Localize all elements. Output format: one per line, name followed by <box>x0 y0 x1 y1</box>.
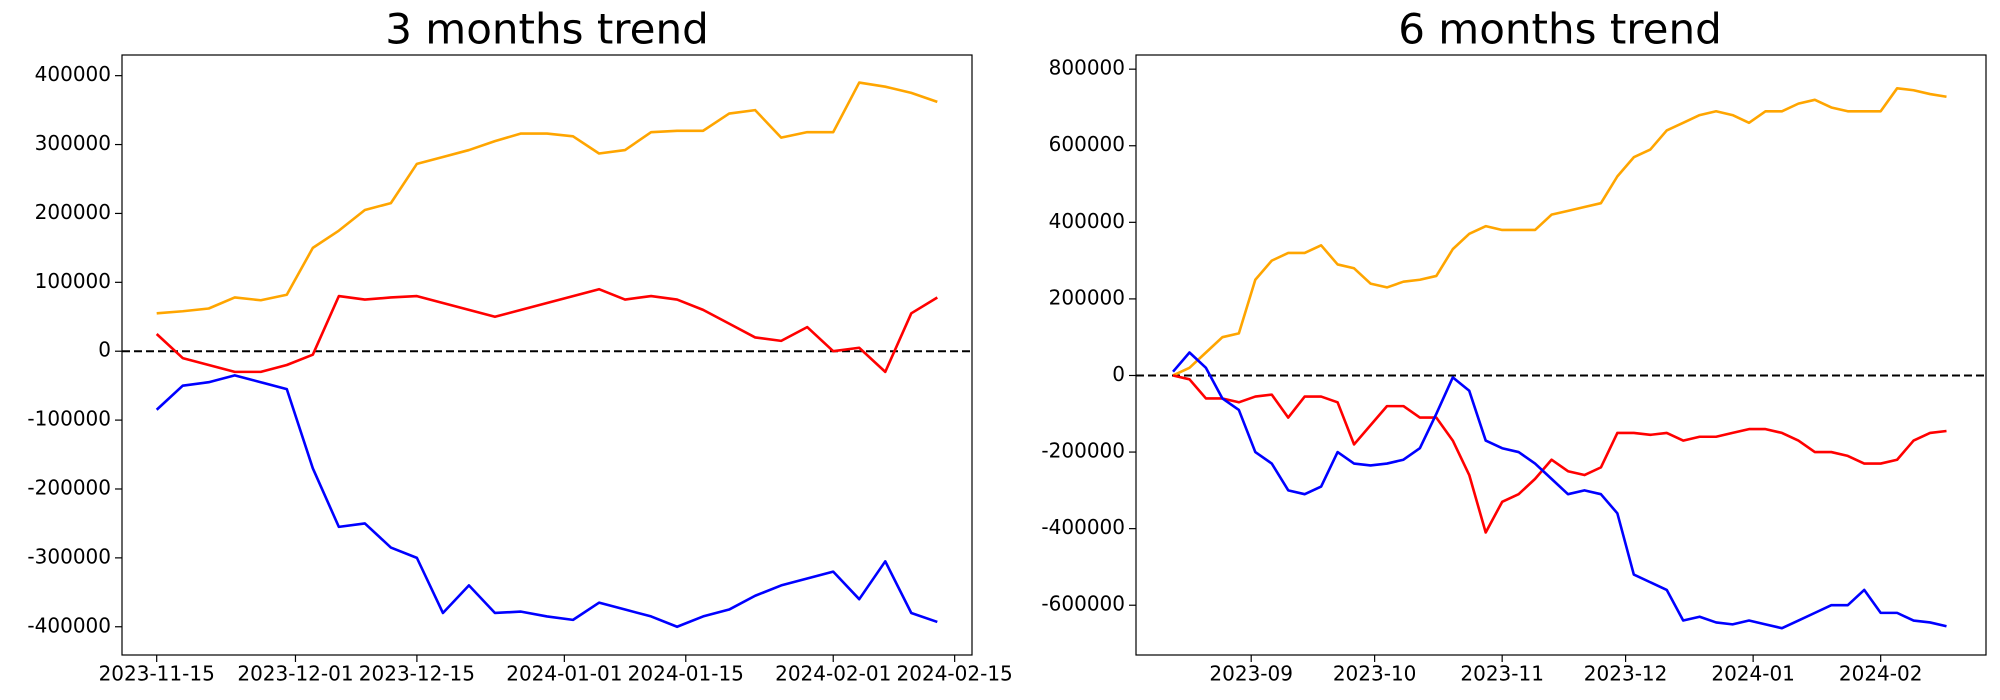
x-tick-label: 2023-12 <box>1584 662 1668 686</box>
x-tick-label: 2024-01-15 <box>628 662 744 686</box>
y-tick-label: 200000 <box>1049 285 1125 309</box>
y-tick-label: 400000 <box>35 62 111 86</box>
x-tick-label: 2023-12-15 <box>359 662 475 686</box>
y-tick-label: -400000 <box>27 613 111 637</box>
x-tick-label: 2024-02-01 <box>775 662 891 686</box>
y-tick-label: -100000 <box>27 407 111 431</box>
y-tick-label: 0 <box>1112 362 1125 386</box>
chart-title: 6 months trend <box>1398 5 1722 54</box>
y-tick-label: 600000 <box>1049 132 1125 156</box>
x-tick-label: 2023-12-01 <box>237 662 353 686</box>
x-tick-label: 2023-11 <box>1460 662 1544 686</box>
plot-frame <box>121 54 973 656</box>
y-tick-label: 0 <box>98 338 111 362</box>
y-tick-label: 300000 <box>35 131 111 155</box>
y-tick-label: 200000 <box>35 200 111 224</box>
y-tick-label: -200000 <box>1041 439 1125 463</box>
y-tick-label: -600000 <box>1041 592 1125 616</box>
y-tick-label: -300000 <box>27 544 111 568</box>
x-tick-label: 2023-10 <box>1333 662 1417 686</box>
x-tick-label: 2024-01-01 <box>506 662 622 686</box>
series-line <box>156 81 938 315</box>
y-tick-label: -200000 <box>27 475 111 499</box>
y-tick-label: 100000 <box>35 269 111 293</box>
x-tick-label: 2023-11-15 <box>99 662 215 686</box>
series-line <box>1172 87 1947 377</box>
x-tick-label: 2024-02 <box>1839 662 1923 686</box>
x-tick-label: 2024-02-15 <box>897 662 1013 686</box>
x-tick-label: 2024-01 <box>1711 662 1795 686</box>
y-tick-label: -400000 <box>1041 515 1125 539</box>
series-line <box>155 287 938 374</box>
series-line <box>1172 351 1947 630</box>
series-line <box>1172 374 1947 534</box>
chart-title: 3 months trend <box>385 5 709 54</box>
y-tick-label: 400000 <box>1049 209 1125 233</box>
y-tick-label: 800000 <box>1049 56 1125 80</box>
series-line <box>155 374 938 629</box>
x-tick-label: 2023-09 <box>1209 662 1293 686</box>
plot-frame <box>1135 54 1987 656</box>
